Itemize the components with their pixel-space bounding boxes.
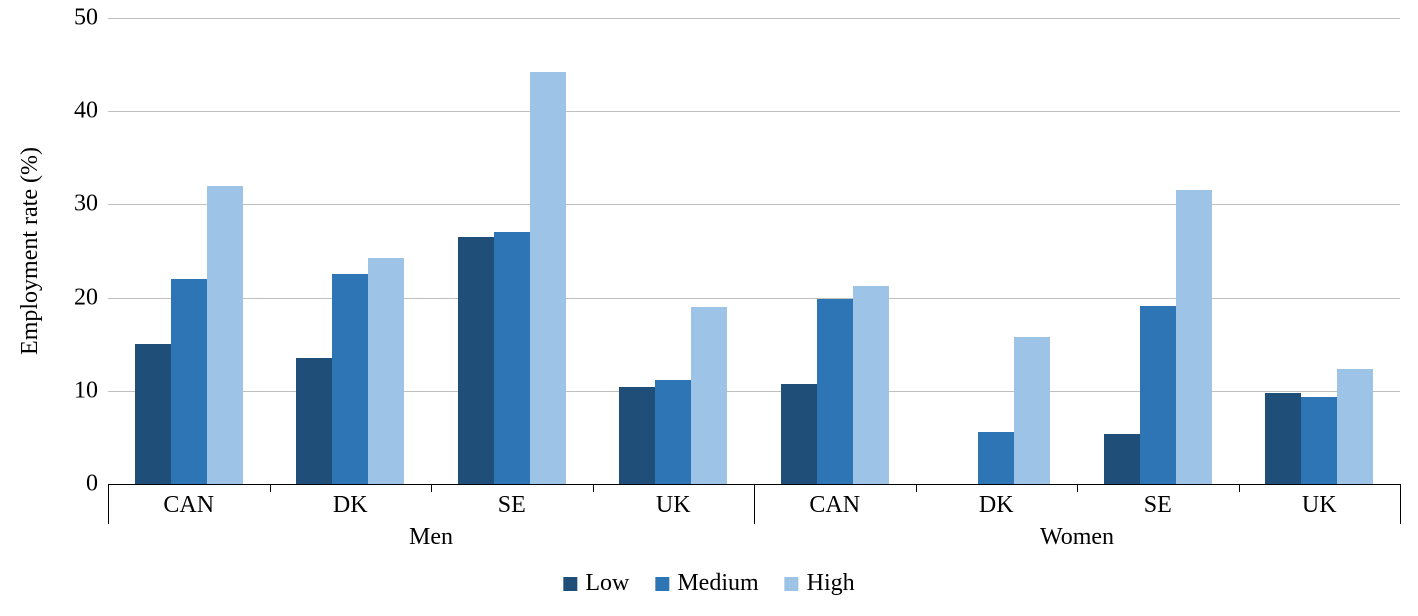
bar — [1104, 434, 1140, 484]
x-tick-mark — [1400, 484, 1401, 524]
employment-rate-chart: 01020304050CANDKSEUKCANDKSEUKMenWomen Em… — [0, 0, 1418, 616]
x-tick-mark — [1077, 484, 1078, 492]
bar — [781, 384, 817, 484]
bar — [817, 299, 853, 484]
x-tick-mark — [108, 484, 109, 524]
bar — [1014, 337, 1050, 484]
x-tick-mark — [270, 484, 271, 492]
x-tick-label-country: SE — [498, 492, 526, 519]
bar — [1140, 306, 1176, 484]
plot-area: 01020304050CANDKSEUKCANDKSEUKMenWomen — [108, 18, 1400, 484]
bar — [171, 279, 207, 484]
x-tick-label-country: CAN — [809, 492, 860, 519]
gridline — [108, 111, 1400, 112]
x-tick-mark — [593, 484, 594, 492]
legend-swatch — [655, 577, 669, 591]
y-tick-label: 50 — [74, 5, 108, 32]
bar — [494, 232, 530, 484]
legend-label: High — [807, 570, 855, 597]
x-tick-mark — [431, 484, 432, 492]
y-tick-label: 20 — [74, 284, 108, 311]
bar — [332, 274, 368, 484]
x-tick-label-country: CAN — [163, 492, 214, 519]
x-tick-label-country: DK — [333, 492, 368, 519]
y-axis-title: Employment rate (%) — [17, 147, 44, 355]
x-group-label-gender: Women — [1040, 524, 1114, 551]
legend-item: Low — [563, 570, 629, 597]
bar — [1265, 393, 1301, 484]
bar — [207, 186, 243, 484]
legend-item: Medium — [655, 570, 758, 597]
legend-swatch — [563, 577, 577, 591]
x-tick-mark — [1239, 484, 1240, 492]
bar — [1301, 397, 1337, 484]
legend-label: Low — [585, 570, 629, 597]
x-tick-label-country: DK — [979, 492, 1014, 519]
x-tick-mark — [754, 484, 755, 524]
bar — [655, 380, 691, 484]
bar — [1176, 190, 1212, 484]
y-tick-label: 40 — [74, 98, 108, 125]
y-tick-label: 0 — [86, 471, 108, 498]
bar — [458, 237, 494, 484]
bar — [368, 258, 404, 484]
x-tick-label-country: UK — [656, 492, 691, 519]
bar — [1337, 369, 1373, 484]
bar — [296, 358, 332, 484]
x-tick-mark — [916, 484, 917, 492]
y-tick-label: 30 — [74, 191, 108, 218]
x-group-label-gender: Men — [409, 524, 453, 551]
y-tick-label: 10 — [74, 377, 108, 404]
bar — [135, 344, 171, 484]
bar — [619, 387, 655, 484]
x-tick-label-country: UK — [1302, 492, 1337, 519]
bar — [530, 72, 566, 484]
bar — [978, 432, 1014, 484]
legend-item: High — [785, 570, 855, 597]
gridline — [108, 18, 1400, 19]
x-tick-label-country: SE — [1144, 492, 1172, 519]
legend: Low Medium High — [563, 570, 854, 597]
bar — [691, 307, 727, 484]
legend-label: Medium — [677, 570, 758, 597]
legend-swatch — [785, 577, 799, 591]
bar — [853, 286, 889, 484]
